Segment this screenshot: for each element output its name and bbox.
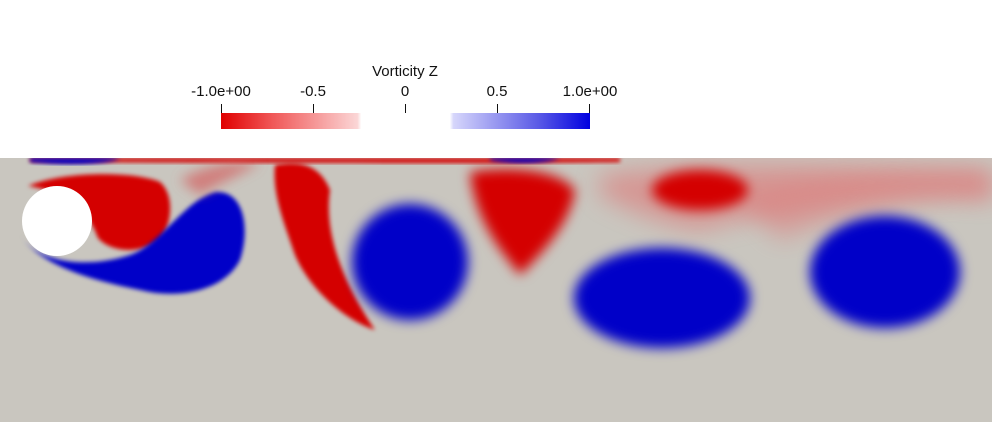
tick-mark <box>589 104 590 113</box>
boundary-layer-positive <box>490 158 560 163</box>
vortex-positive <box>574 248 750 348</box>
tick-label: -1.0e+00 <box>191 83 251 100</box>
vortex-negative <box>470 169 575 275</box>
tick-label: 0 <box>400 83 410 100</box>
tick-mark <box>497 104 498 113</box>
cylinder-obstacle <box>22 186 92 256</box>
tick-mark <box>405 104 406 113</box>
boundary-layer-positive <box>30 158 120 165</box>
tick-label: -0.5 <box>300 83 326 100</box>
boundary-layer-negative <box>30 158 620 164</box>
tick-label: 0.5 <box>486 83 508 100</box>
color-legend: Vorticity Z -1.0e+00 -0.5 0 0.5 1.0e+00 <box>0 0 992 140</box>
tick-mark <box>313 104 314 113</box>
vortex-positive <box>810 216 960 328</box>
tick-label: 1.0e+00 <box>562 83 618 100</box>
tick-mark <box>221 104 222 113</box>
vortex-trail-negative <box>740 177 992 240</box>
vortex-positive <box>20 191 245 294</box>
colorbar <box>221 113 590 129</box>
vortex-positive <box>352 204 468 320</box>
vortex-negative <box>180 162 260 195</box>
vortex-negative <box>652 170 748 210</box>
vortex-negative <box>274 163 375 330</box>
legend-title: Vorticity Z <box>372 63 438 80</box>
